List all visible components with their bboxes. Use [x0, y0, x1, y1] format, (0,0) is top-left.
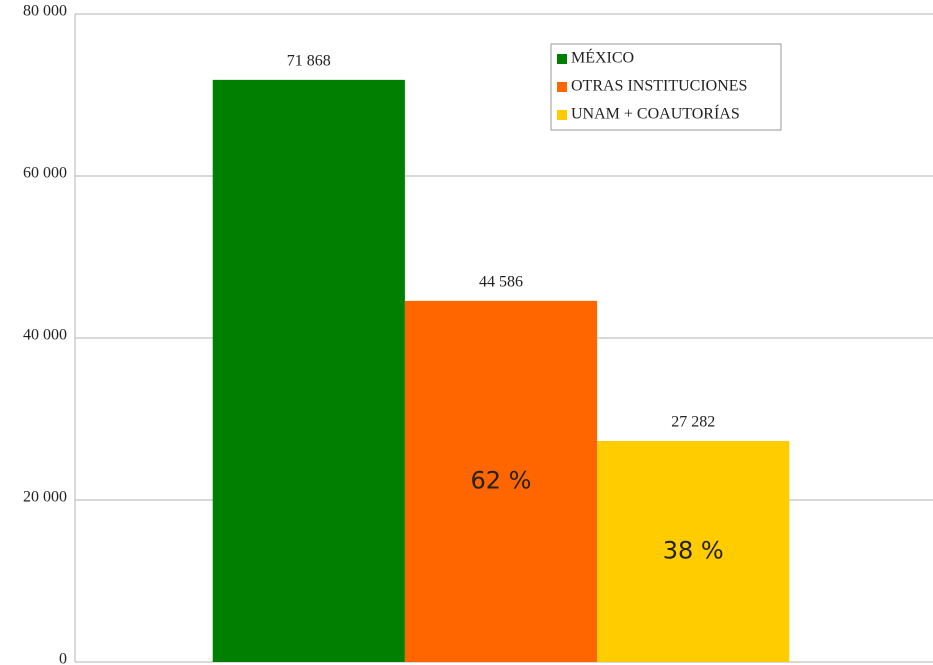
inner-label: 62 % [471, 466, 532, 494]
value-label: 44 586 [479, 274, 523, 291]
bar [212, 79, 405, 662]
y-tick-label: 40 000 [23, 327, 67, 344]
y-tick-label: 0 [59, 651, 67, 665]
legend-swatch [557, 54, 567, 64]
legend-box [550, 43, 782, 131]
legend-label: UNAM + COAUTORÍAS [571, 104, 740, 123]
legend-swatch [557, 110, 567, 120]
legend-swatch [557, 82, 567, 92]
y-tick-label: 80 000 [23, 3, 67, 20]
inner-label: 38 % [663, 537, 724, 565]
legend-label: MÉXICO [571, 48, 634, 67]
value-label: 71 868 [287, 53, 331, 70]
y-tick-label: 20 000 [23, 489, 67, 506]
y-tick-label: 60 000 [23, 165, 67, 182]
value-label: 27 282 [671, 414, 715, 431]
bar [404, 300, 598, 662]
bar [597, 441, 790, 662]
legend: MÉXICO OTRAS INSTITUCIONES UNAM + COAUTORÍ… [550, 43, 782, 131]
legend-label: OTRAS INSTITUCIONES [571, 78, 747, 95]
